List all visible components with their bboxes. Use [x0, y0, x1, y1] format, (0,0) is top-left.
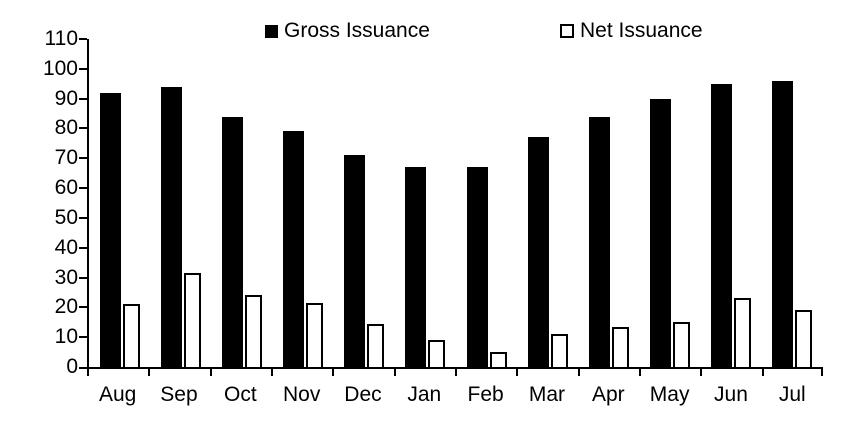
net-issuance-bar	[611, 327, 629, 367]
y-axis-tick	[79, 246, 87, 249]
x-axis-tick	[821, 369, 823, 376]
plot-area	[87, 39, 823, 369]
gross-issuance-bar	[99, 93, 121, 367]
y-tick-label: 40	[54, 235, 78, 259]
y-tick-label: 10	[54, 325, 78, 349]
bar-group-oct	[211, 39, 272, 367]
legend-item-net-issuance: Net Issuance	[560, 20, 703, 42]
x-axis-tick	[639, 369, 641, 376]
gross-issuance-bar	[221, 117, 243, 367]
legend-item-gross-issuance: Gross Issuance	[265, 20, 430, 42]
y-axis-tick	[79, 276, 87, 279]
net-issuance-bar	[550, 334, 568, 367]
bar-group-sep	[150, 39, 211, 367]
x-axis-tick	[148, 369, 150, 376]
bar-group-aug	[89, 39, 150, 367]
x-tick-label: Mar	[528, 383, 566, 406]
y-tick-label: 20	[54, 295, 78, 319]
gross-issuance-bar	[772, 81, 794, 367]
bar-group-nov	[273, 39, 334, 367]
y-axis-tick	[79, 127, 87, 130]
net-issuance-bar	[734, 298, 752, 367]
y-tick-label: 80	[54, 116, 78, 140]
y-axis-tick	[79, 187, 87, 190]
x-tick-label: Aug	[98, 383, 137, 406]
x-axis-tick	[516, 369, 518, 376]
x-tick-label: Jun	[714, 383, 748, 406]
x-tick-label: Nov	[282, 383, 321, 406]
x-axis-tick	[578, 369, 580, 376]
legend-label-net-issuance: Net Issuance	[580, 19, 703, 42]
y-axis-tick	[79, 67, 87, 70]
x-tick-label: Jan	[407, 383, 442, 406]
x-tick-label: Oct	[223, 383, 257, 406]
x-tick-label: Sep	[160, 383, 198, 406]
y-axis-tick	[79, 157, 87, 160]
y-axis-tick	[79, 367, 87, 369]
bar-group-dec	[334, 39, 395, 367]
bar-group-mar	[517, 39, 578, 367]
bar-groups	[89, 39, 823, 367]
y-tick-label: 90	[54, 86, 78, 110]
net-issuance-bar	[795, 310, 813, 367]
y-axis-tick	[79, 216, 87, 219]
bar-group-may	[640, 39, 701, 367]
x-tick-label: Dec	[344, 383, 382, 406]
bar-group-apr	[578, 39, 639, 367]
x-axis-tick	[700, 369, 702, 376]
x-axis-tick	[455, 369, 457, 376]
bar-group-jul	[762, 39, 823, 367]
x-axis-tick	[394, 369, 396, 376]
bar-group-jun	[701, 39, 762, 367]
legend-label-gross-issuance: Gross Issuance	[284, 19, 430, 42]
gross-issuance-bar	[527, 137, 549, 367]
x-tick-label: Feb	[467, 383, 504, 406]
net-issuance-bar	[428, 340, 446, 367]
gross-issuance-bar	[344, 155, 366, 367]
gross-issuance-bar	[588, 117, 610, 367]
y-tick-label: 60	[54, 176, 78, 200]
x-axis-tick	[271, 369, 273, 376]
y-tick-label: 0	[66, 355, 78, 378]
gross-issuance-bar	[711, 84, 733, 367]
x-tick-label: May	[649, 383, 690, 406]
x-axis-tick	[762, 369, 764, 376]
y-axis-tick	[79, 306, 87, 309]
bar-group-feb	[456, 39, 517, 367]
x-tick-label: Jul	[778, 383, 806, 406]
gross-issuance-bar	[405, 167, 427, 367]
x-axis-tick	[87, 369, 89, 376]
x-axis-labels: Aug Sep Oct Nov Dec Jan Feb Mar Apr May Jun Jul	[87, 383, 823, 407]
bar-group-jan	[395, 39, 456, 367]
y-tick-label: 110	[44, 27, 78, 50]
net-issuance-bar	[183, 273, 201, 367]
net-issuance-bar	[367, 324, 385, 367]
y-axis-tick	[79, 38, 87, 40]
x-tick-label: Apr	[591, 383, 625, 406]
net-issuance-swatch-icon	[560, 24, 574, 38]
y-tick-label: 50	[54, 205, 78, 229]
gross-issuance-bar	[466, 167, 488, 367]
x-axis-tick	[332, 369, 334, 376]
x-axis-tick	[210, 369, 212, 376]
gross-issuance-bar	[650, 99, 672, 367]
gross-issuance-bar	[160, 87, 182, 367]
y-tick-label: 30	[54, 265, 78, 289]
y-tick-label: 100	[42, 56, 78, 80]
net-issuance-bar	[673, 322, 691, 367]
y-axis-tick	[79, 97, 87, 100]
gross-issuance-swatch-icon	[265, 24, 278, 38]
net-issuance-bar	[122, 304, 140, 367]
y-tick-label: 70	[54, 146, 78, 170]
net-issuance-bar	[244, 295, 262, 367]
gross-issuance-bar	[283, 131, 305, 367]
net-issuance-bar	[306, 303, 324, 367]
net-issuance-bar	[489, 352, 507, 367]
y-axis-tick	[79, 336, 87, 339]
